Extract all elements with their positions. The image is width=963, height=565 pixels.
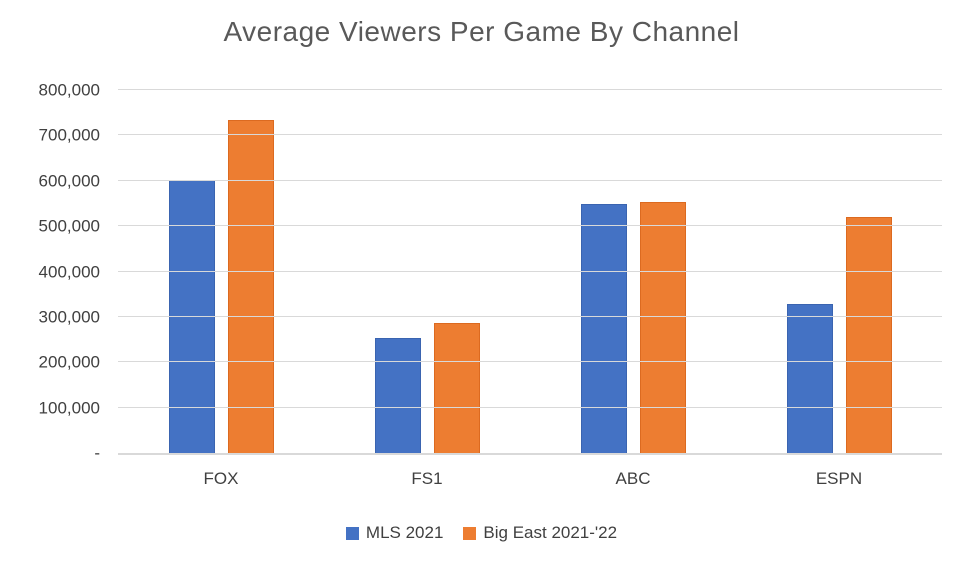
x-category-label-fox: FOX [203,469,239,488]
legend-item-mls-2021: MLS 2021 [345,523,444,543]
y-axis-ticks: - 100,000 200,000 300,000 400,000 500,000 600,… [0,82,100,462]
x-category-label-fs1: FS1 [411,469,443,488]
y-tick-label-800000: 800,000 [38,80,100,100]
y-tick-label-300000: 300,000 [38,307,100,327]
bar-mls-2021-espn [786,304,833,453]
x-category-label-abc: ABC [615,469,651,488]
gridline [118,315,942,317]
bar-big-east-2021-22-fox [227,120,274,453]
bar-mls-2021-abc [580,204,627,453]
legend-label: Big East 2021-'22 [483,523,618,542]
legend-label: MLS 2021 [365,523,444,542]
gridline [118,361,942,363]
bar-mls-2021-fs1 [374,337,421,453]
gridline [118,89,942,90]
y-tick-label-100000: 100,000 [38,398,100,418]
y-tick-label-400000: 400,000 [38,262,100,281]
bar-big-east-2021-22-fs1 [433,322,480,453]
bar-big-east-2021-22-espn [845,216,892,453]
bar-group-fs1 [324,90,530,453]
legend: MLS 2021 Big East 2021-'22 [0,523,963,543]
chart-title: Average Viewers Per Game By Channel [223,16,740,47]
legend-item-big-east-2021-22: Big East 2021-'22 [463,523,617,543]
y-tick-label-600000: 600,000 [38,171,100,191]
bar-groups [118,90,942,453]
bar-big-east-2021-22-abc [639,202,686,453]
gridline [118,179,942,181]
gridline [118,406,942,408]
x-category-label-espn: ESPN [815,469,863,488]
y-tick-label-700000: 700,000 [38,125,100,145]
legend-swatch-icon [463,526,477,540]
gridline [118,270,942,272]
x-axis-labels: FOX FS1 ABC ESPN [118,469,942,489]
legend-swatch-icon [345,526,359,540]
y-tick-label-200000: 200,000 [38,352,100,372]
bar-group-abc [530,90,736,453]
bar-group-espn [736,90,942,453]
gridline [118,225,942,227]
y-tick-label-0: - [94,443,100,463]
plot-area [118,89,942,455]
bar-group-fox [118,90,324,453]
y-tick-label-500000: 500,000 [38,216,100,236]
gridline [118,134,942,136]
